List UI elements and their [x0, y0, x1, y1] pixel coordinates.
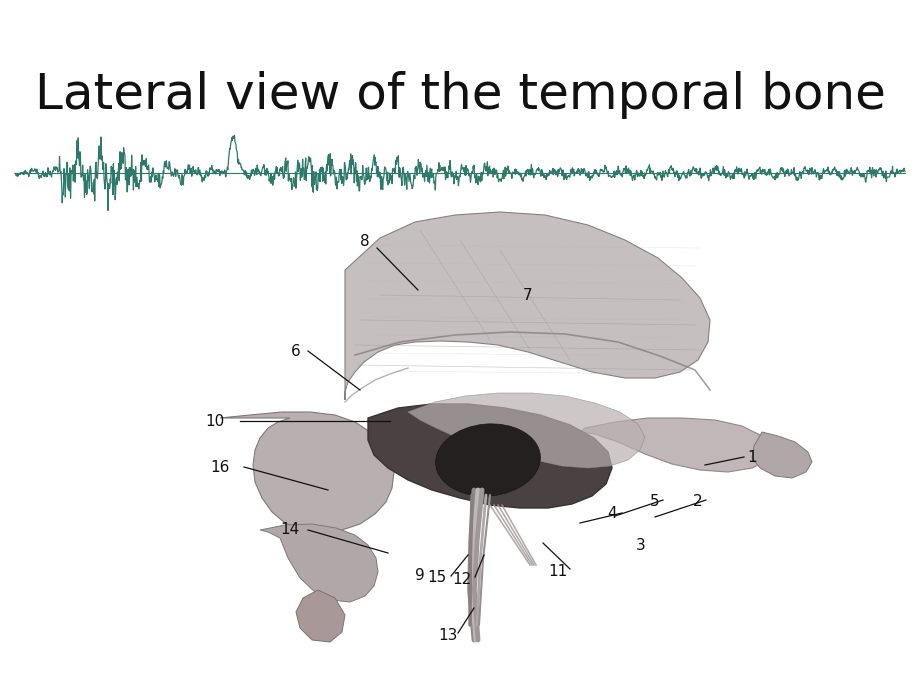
Polygon shape — [579, 418, 771, 472]
Text: 4: 4 — [607, 506, 616, 522]
Text: 2: 2 — [692, 493, 702, 509]
Text: 1: 1 — [746, 451, 756, 466]
Text: 12: 12 — [452, 571, 471, 586]
Text: 14: 14 — [280, 522, 300, 538]
Text: 16: 16 — [210, 460, 230, 475]
Text: Lateral view of the temporal bone: Lateral view of the temporal bone — [35, 71, 884, 119]
Ellipse shape — [435, 424, 539, 496]
Polygon shape — [296, 590, 345, 642]
Text: 7: 7 — [523, 288, 532, 302]
Text: 6: 6 — [290, 344, 301, 359]
Polygon shape — [220, 412, 393, 532]
Polygon shape — [407, 393, 644, 468]
Text: 10: 10 — [205, 413, 224, 428]
Text: 5: 5 — [650, 493, 659, 509]
Text: 9: 9 — [414, 569, 425, 584]
Text: 8: 8 — [360, 235, 369, 250]
Polygon shape — [751, 432, 811, 478]
Polygon shape — [345, 212, 709, 400]
Polygon shape — [368, 404, 611, 508]
Text: 15: 15 — [427, 571, 446, 586]
Text: 3: 3 — [635, 538, 645, 553]
Text: 13: 13 — [437, 629, 457, 644]
Text: 11: 11 — [548, 564, 567, 578]
Polygon shape — [260, 524, 378, 602]
